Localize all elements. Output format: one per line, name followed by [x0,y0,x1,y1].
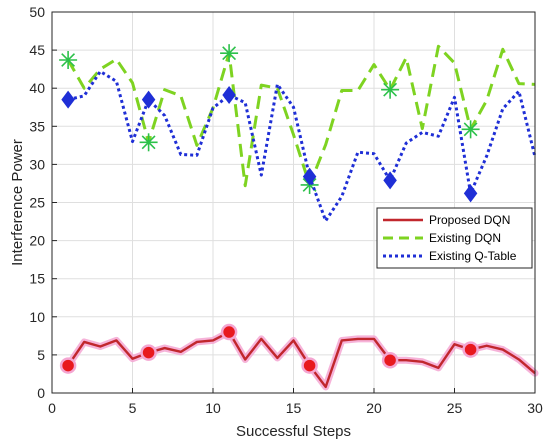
y-tick-label: 15 [29,271,45,287]
marker-circle [220,323,238,341]
x-tick-label: 15 [286,400,302,416]
y-tick-label: 5 [37,347,45,363]
marker-diamond [222,86,236,105]
marker-circle [381,351,399,369]
x-tick-label: 10 [205,400,221,416]
y-tick-label: 50 [29,4,45,20]
marker-asterisk [461,120,480,139]
marker-circle [59,357,77,374]
marker-asterisk [381,80,400,99]
legend-label: Existing DQN [429,231,501,245]
x-tick-label: 5 [129,400,137,416]
series-line-halo [64,328,539,391]
series-line [67,69,537,223]
legend-label: Proposed DQN [429,213,510,227]
marker-circle [462,341,479,358]
y-tick-label: 45 [29,42,45,58]
marker-diamond [302,167,317,186]
marker-asterisk [220,44,239,63]
series-1 [59,44,536,194]
marker-diamond [383,171,397,190]
y-tick-label: 25 [29,195,45,211]
marker-diamond [61,90,75,109]
marker-diamond [463,184,478,203]
y-tick-label: 35 [29,118,45,134]
series-line [66,44,536,188]
y-tick-label: 10 [29,309,45,325]
series-0 [59,323,539,391]
y-tick-label: 0 [37,385,45,401]
x-axis-label: Successful Steps [236,423,351,440]
x-tick-label: 20 [366,400,382,416]
marker-diamond [141,90,156,109]
y-tick-label: 30 [29,156,45,172]
x-tick-label: 25 [447,400,463,416]
marker-asterisk [59,51,78,70]
x-tick-label: 0 [48,400,56,416]
y-tick-label: 20 [29,233,45,249]
marker-asterisk [139,133,158,152]
x-tick-label: 30 [527,400,543,416]
legend-label: Existing Q-Table [429,249,517,263]
marker-circle [301,357,318,374]
y-tick-label: 40 [29,80,45,96]
marker-circle [140,344,157,361]
y-axis-label: Interference Power [9,139,26,266]
legend: Proposed DQN Existing DQN Existing Q-Table [376,207,533,269]
axis-ticks: 0 5 10 15 20 25 30 0 5 10 15 20 25 30 35 40 45 50 [29,4,543,416]
series-2 [61,69,537,223]
series-layer [59,44,539,391]
